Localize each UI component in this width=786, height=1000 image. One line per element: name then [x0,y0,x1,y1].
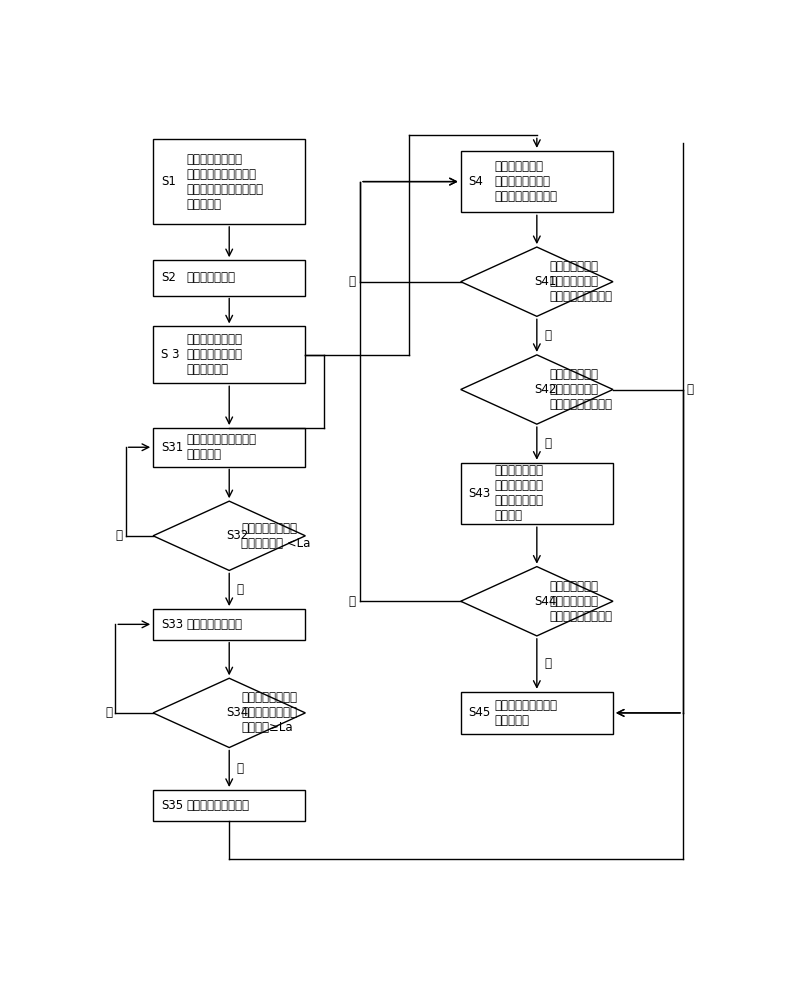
Text: S42: S42 [534,383,556,396]
Polygon shape [461,355,613,424]
Text: 省煤器热水出口
的热水温度是否
超过基准温度上限值: 省煤器热水出口 的热水温度是否 超过基准温度上限值 [549,580,612,623]
FancyBboxPatch shape [153,139,305,224]
Text: 是: 是 [348,595,355,608]
Polygon shape [153,678,305,748]
FancyBboxPatch shape [153,428,305,467]
Text: S1: S1 [161,175,176,188]
FancyBboxPatch shape [153,326,305,383]
Text: S35: S35 [161,799,183,812]
FancyBboxPatch shape [461,692,613,734]
Text: 打开进气电动阀
并对其进行调节，
关闭烟气旁通电动阀: 打开进气电动阀 并对其进行调节， 关闭烟气旁通电动阀 [494,160,557,203]
Text: 否: 否 [348,275,355,288]
Text: 关闭进气电动阀，
打开烟气旁通电动阀，
环式冷却机排放的热废气
为基本温度: 关闭进气电动阀， 打开烟气旁通电动阀， 环式冷却机排放的热废气 为基本温度 [186,153,263,211]
Text: 否: 否 [544,657,551,670]
Text: 检测各混合机加水管路
的加水流量: 检测各混合机加水管路 的加水流量 [186,433,256,461]
FancyBboxPatch shape [153,790,305,821]
Text: S44: S44 [534,595,556,608]
Text: 省煤器热水出口
的热水温度是否
达到基准温度下限值: 省煤器热水出口 的热水温度是否 达到基准温度下限值 [549,260,612,303]
Text: S31: S31 [161,441,183,454]
Text: S 3: S 3 [161,348,179,361]
Text: 数个混合机的加水
流量与回流水流量
之和是否≥La: 数个混合机的加水 流量与回流水流量 之和是否≥La [241,691,297,734]
Polygon shape [461,567,613,636]
FancyBboxPatch shape [153,260,305,296]
Text: S4: S4 [468,175,483,188]
Text: S2: S2 [161,271,176,284]
FancyBboxPatch shape [153,609,305,640]
Text: 关闭热水回流调节阀: 关闭热水回流调节阀 [186,799,250,812]
Text: S34: S34 [226,706,248,719]
Text: 否: 否 [116,529,123,542]
Text: S33: S33 [161,618,183,631]
Text: S45: S45 [468,706,491,719]
Text: 是: 是 [237,762,244,775]
Polygon shape [153,501,305,570]
FancyBboxPatch shape [461,463,613,524]
Text: 停止烟气旁通电动阀
的开度调节: 停止烟气旁通电动阀 的开度调节 [494,699,557,727]
Text: 是: 是 [237,583,244,596]
Text: 是: 是 [544,437,551,450]
Text: S43: S43 [468,487,491,500]
Text: S32: S32 [226,529,248,542]
Text: S41: S41 [534,275,556,288]
Text: 打开进水电动阀并
关闭冷水旁路阀及
回流水调节阀: 打开进水电动阀并 关闭冷水旁路阀及 回流水调节阀 [186,333,243,376]
FancyBboxPatch shape [461,151,613,212]
Polygon shape [461,247,613,316]
Text: 省煤器热水出口
的热水温度是否
超过基准温度上限值: 省煤器热水出口 的热水温度是否 超过基准温度上限值 [549,368,612,411]
Text: 否: 否 [105,706,112,719]
Text: 减少进气电动阀
开度，打开烟气
旁通电动阀并增
大其开度: 减少进气电动阀 开度，打开烟气 旁通电动阀并增 大其开度 [494,464,543,522]
Text: 打开回流水调节阀: 打开回流水调节阀 [186,618,243,631]
Text: 是: 是 [544,329,551,342]
Text: 冷水泵启动运行: 冷水泵启动运行 [186,271,236,284]
Text: 否: 否 [686,383,693,396]
Text: 数个混合机的加水
流量之和是否 <La: 数个混合机的加水 流量之和是否 <La [241,522,310,550]
